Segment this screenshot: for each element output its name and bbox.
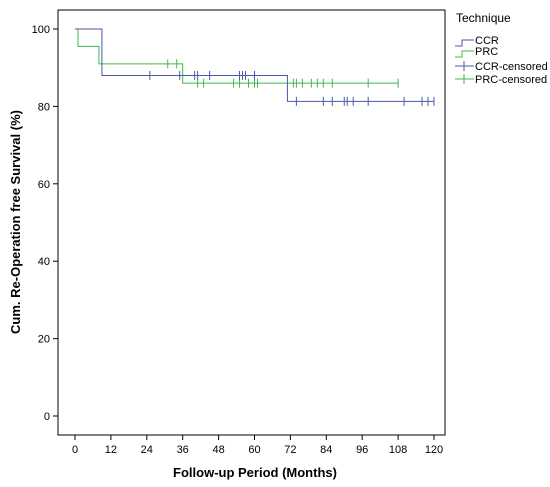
legend-label-ccr: CCR: [475, 35, 499, 47]
y-tick-label-40: 40: [38, 256, 50, 268]
legend-label-prc-censored: PRC-censored: [475, 74, 547, 86]
legend-entry-ccr: CCR: [455, 35, 499, 47]
legend: Technique CCR PRC CCR-censored PRC-censo…: [455, 11, 548, 86]
y-tick-label-0: 0: [44, 411, 50, 423]
x-tick-label-120: 120: [425, 444, 443, 456]
legend-label-ccr-censored: CCR-censored: [475, 61, 548, 73]
censor-layer: [149, 59, 435, 106]
x-tick-label-108: 108: [389, 444, 407, 456]
legend-swatch-ccr: [455, 39, 474, 47]
series-line-prc: [75, 28, 399, 84]
y-tick-label-60: 60: [38, 179, 50, 191]
legend-entry-prc-censored: PRC-censored: [455, 74, 547, 86]
x-tick-label-12: 12: [105, 444, 117, 456]
y-tick-label-80: 80: [38, 101, 50, 113]
x-tick-label-0: 0: [72, 444, 78, 456]
y-tick-label-100: 100: [32, 24, 50, 36]
x-tick-label-96: 96: [356, 444, 368, 456]
x-tick-label-72: 72: [284, 444, 296, 456]
x-tick-label-84: 84: [320, 444, 332, 456]
legend-entry-prc: PRC: [455, 46, 498, 58]
y-tick-label-20: 20: [38, 334, 50, 346]
legend-label-prc: PRC: [475, 46, 498, 58]
plot-frame: [57, 9, 446, 436]
x-axis: 0 12 24 36 48 60 72 84 96 108 120: [72, 435, 443, 456]
x-tick-label-60: 60: [248, 444, 260, 456]
x-axis-title: Follow-up Period (Months): [173, 465, 337, 480]
legend-entry-ccr-censored: CCR-censored: [455, 61, 548, 73]
x-tick-label-24: 24: [141, 444, 153, 456]
legend-swatch-prc: [455, 50, 474, 58]
x-tick-label-48: 48: [212, 444, 224, 456]
x-tick-label-36: 36: [177, 444, 189, 456]
y-axis: 0 20 40 60 80 100: [32, 24, 58, 423]
legend-title: Technique: [456, 11, 511, 25]
y-axis-title: Cum. Re-Operation free Survival (%): [8, 110, 23, 334]
